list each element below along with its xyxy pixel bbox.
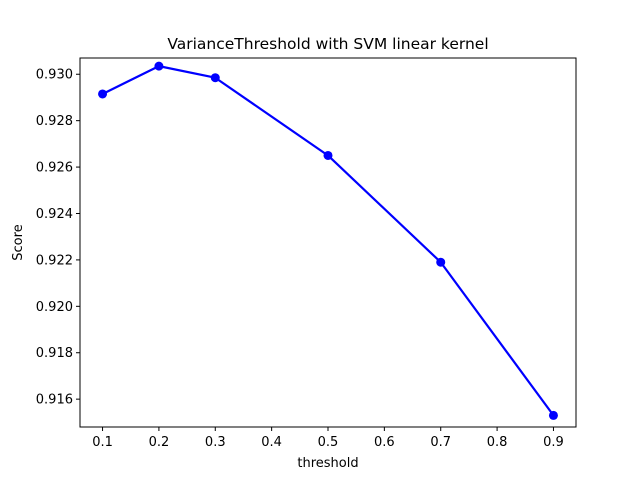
series-line xyxy=(102,65,555,417)
y-tick-label: 0.930 xyxy=(36,68,73,83)
x-tick-label: 0.7 xyxy=(430,435,451,450)
x-tick-label: 0.6 xyxy=(374,435,395,450)
x-tick-label: 0.8 xyxy=(487,435,508,450)
x-tick-label: 0.5 xyxy=(318,435,339,450)
y-axis-ticks: 0.916 0.918 0.920 0.922 0.924 0.926 0.928 0.930 xyxy=(36,68,80,408)
data-point xyxy=(548,410,558,420)
data-point xyxy=(98,89,108,99)
x-tick-label: 0.4 xyxy=(261,435,282,450)
x-tick-label: 0.3 xyxy=(205,435,226,450)
y-tick-label: 0.918 xyxy=(36,346,73,361)
y-tick-label: 0.928 xyxy=(36,114,73,129)
data-point xyxy=(323,150,333,160)
y-tick-label: 0.924 xyxy=(36,207,73,222)
data-point xyxy=(436,257,446,267)
y-tick-label: 0.926 xyxy=(36,161,73,176)
data-point xyxy=(154,61,164,71)
x-axis-ticks: 0.1 0.2 0.3 0.4 0.5 0.6 0.7 0.8 0.9 xyxy=(92,427,564,450)
y-axis-label: Score xyxy=(11,224,26,260)
data-point xyxy=(210,73,220,83)
x-tick-label: 0.1 xyxy=(92,435,113,450)
chart-title: VarianceThreshold with SVM linear kernel xyxy=(167,35,488,53)
series-layer xyxy=(98,61,558,420)
y-tick-label: 0.922 xyxy=(36,253,73,268)
y-tick-label: 0.920 xyxy=(36,300,73,315)
y-tick-label: 0.916 xyxy=(36,393,73,408)
plot-frame xyxy=(79,57,577,428)
x-tick-label: 0.2 xyxy=(149,435,170,450)
x-tick-label: 0.9 xyxy=(543,435,564,450)
x-axis-label: threshold xyxy=(297,456,358,471)
